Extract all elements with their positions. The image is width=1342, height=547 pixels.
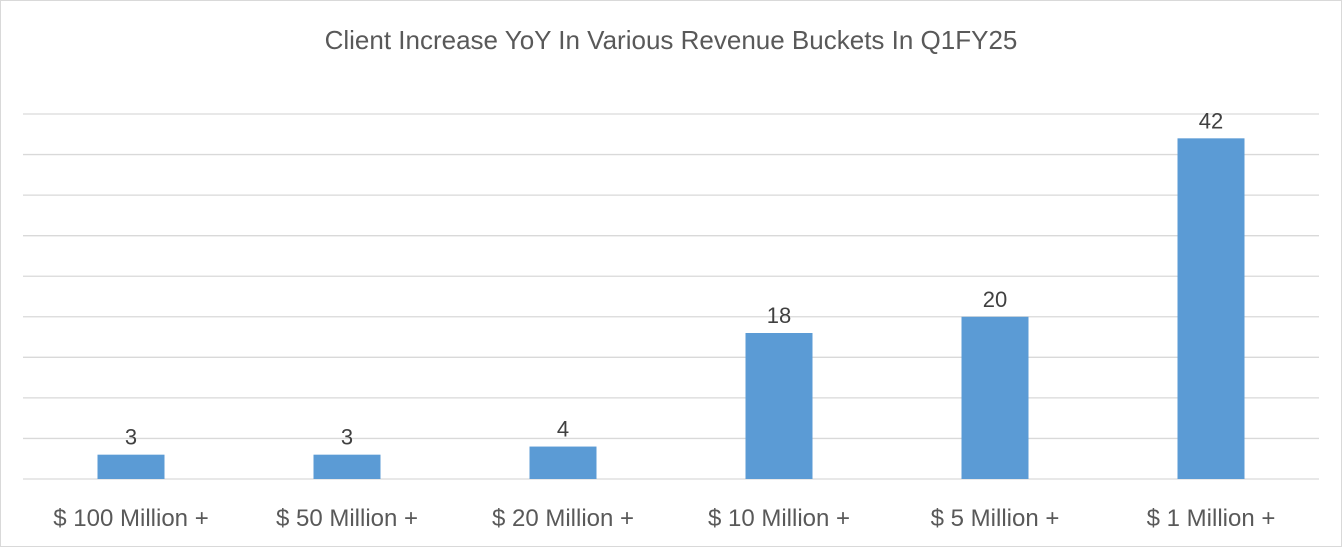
category-label: $ 5 Million + [931,505,1060,532]
bar [313,454,381,479]
bar [529,446,597,479]
category-label: $ 100 Million + [53,505,208,532]
bar [97,454,165,479]
bar [961,316,1029,479]
data-label: 3 [341,425,353,450]
bar [1177,138,1245,480]
data-label: 3 [125,425,137,450]
category-label: $ 50 Million + [276,505,418,532]
category-label: $ 1 Million + [1147,505,1276,532]
gridlines [23,113,1319,480]
category-label: $ 10 Million + [708,505,850,532]
data-label: 4 [557,417,569,442]
data-label: 18 [767,303,791,328]
data-label: 42 [1199,108,1223,133]
bars [97,138,1245,480]
data-labels: 3 3 4 18 20 42 [125,108,1223,449]
category-labels: $ 100 Million + $ 50 Million + $ 20 Millio… [53,505,1275,532]
data-label: 20 [983,287,1007,312]
category-label: $ 20 Million + [492,505,634,532]
chart-title: Client Increase YoY In Various Revenue B… [325,25,1018,55]
bar [745,333,813,479]
